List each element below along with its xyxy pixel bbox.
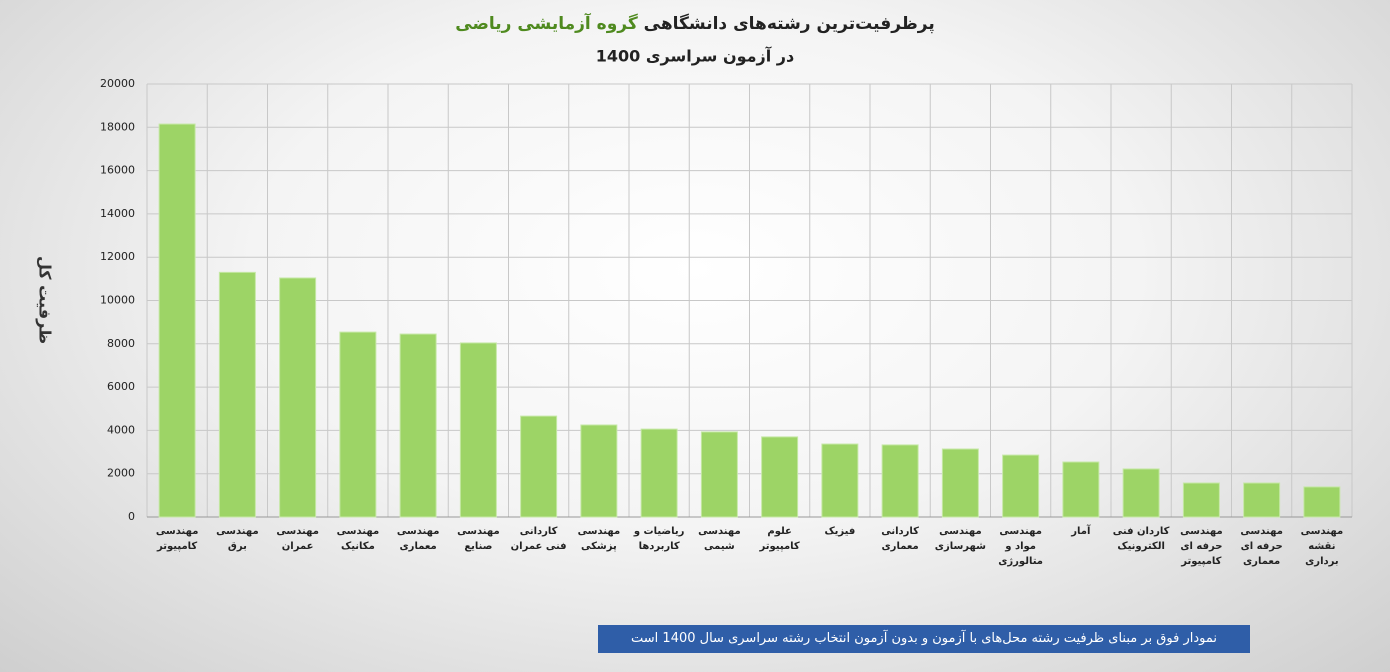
bar: [821, 443, 859, 518]
footnote: نمودار فوق بر مبنای ظرفیت رشته محل‌های ب…: [598, 625, 1250, 653]
y-tick-label: 2000: [107, 467, 135, 480]
x-tick-label: مهندسی مواد و متالورژی: [998, 526, 1043, 567]
x-tick-label: مهندسی شهرسازی: [934, 526, 986, 552]
chart-subtitle: در آزمون سراسری 1400: [596, 46, 794, 66]
bar: [1182, 482, 1220, 518]
bar: [1122, 468, 1160, 518]
bar: [700, 431, 738, 518]
x-tick-label: کاردانی فنی عمران: [510, 526, 567, 552]
chart-title: پرظرفیت‌ترین رشته‌های دانشگاهی گروه آزما…: [455, 12, 935, 34]
bar: [339, 331, 377, 518]
x-tick-label: مهندسی حرفه ای معماری: [1240, 526, 1283, 567]
x-tick-label: مهندسی شیمی: [698, 526, 741, 552]
y-tick-label: 4000: [107, 423, 135, 436]
y-tick-label: 16000: [100, 164, 135, 177]
bar: [1062, 461, 1100, 518]
x-tick-label: مهندسی صنایع: [457, 526, 500, 552]
bar: [158, 123, 196, 518]
y-tick-label: 8000: [107, 337, 135, 350]
bar: [580, 424, 618, 518]
y-tick-label: 0: [128, 510, 135, 523]
bar: [881, 444, 919, 518]
x-tick-label: کاردانی معماری: [881, 526, 919, 552]
title-highlight: گروه آزمایشی ریاضی: [455, 12, 638, 34]
y-tick-label: 12000: [100, 250, 135, 263]
x-tick-label: آمار: [1071, 526, 1091, 537]
x-tick-label: مهندسی حرفه ای کامپیوتر: [1180, 526, 1223, 567]
y-tick-label: 20000: [100, 77, 135, 90]
x-tick-label: مهندسی نقشه برداری: [1300, 526, 1344, 567]
x-tick-label: مهندسی عمران: [276, 526, 319, 552]
bar: [279, 277, 317, 518]
bar: [941, 448, 979, 518]
bar: [520, 415, 558, 518]
title-main: پرظرفیت‌ترین رشته‌های دانشگاهی: [644, 13, 935, 34]
x-tick-label: مهندسی معماری: [396, 526, 440, 552]
y-tick-label: 14000: [100, 207, 135, 220]
bar: [218, 271, 256, 518]
y-axis-label: ظرفیت کل: [36, 256, 55, 344]
y-tick-label: 18000: [100, 120, 135, 133]
x-tick-label: مهندسی مکانیک: [336, 526, 380, 552]
bar: [1303, 486, 1341, 518]
x-tick-label: مهندسی کامپیوتر: [155, 526, 199, 552]
bar: [1002, 454, 1040, 518]
bar: [640, 428, 678, 518]
x-tick-label: علوم کامپیوتر: [759, 526, 800, 552]
bar: [399, 333, 437, 518]
bar: [1243, 482, 1281, 518]
y-tick-label: 6000: [107, 380, 135, 393]
bar: [459, 342, 497, 518]
x-tick-label: کاردان فنی الکترونیک: [1112, 526, 1170, 552]
y-tick-label: 10000: [100, 294, 135, 307]
x-tick-label: فیزیک: [824, 526, 856, 537]
x-tick-label: ریاضیات و کاربردها: [633, 526, 685, 552]
x-tick-label: مهندسی برق: [216, 526, 259, 552]
x-tick-label: مهندسی پزشکی: [577, 526, 621, 552]
bar: [761, 436, 799, 518]
